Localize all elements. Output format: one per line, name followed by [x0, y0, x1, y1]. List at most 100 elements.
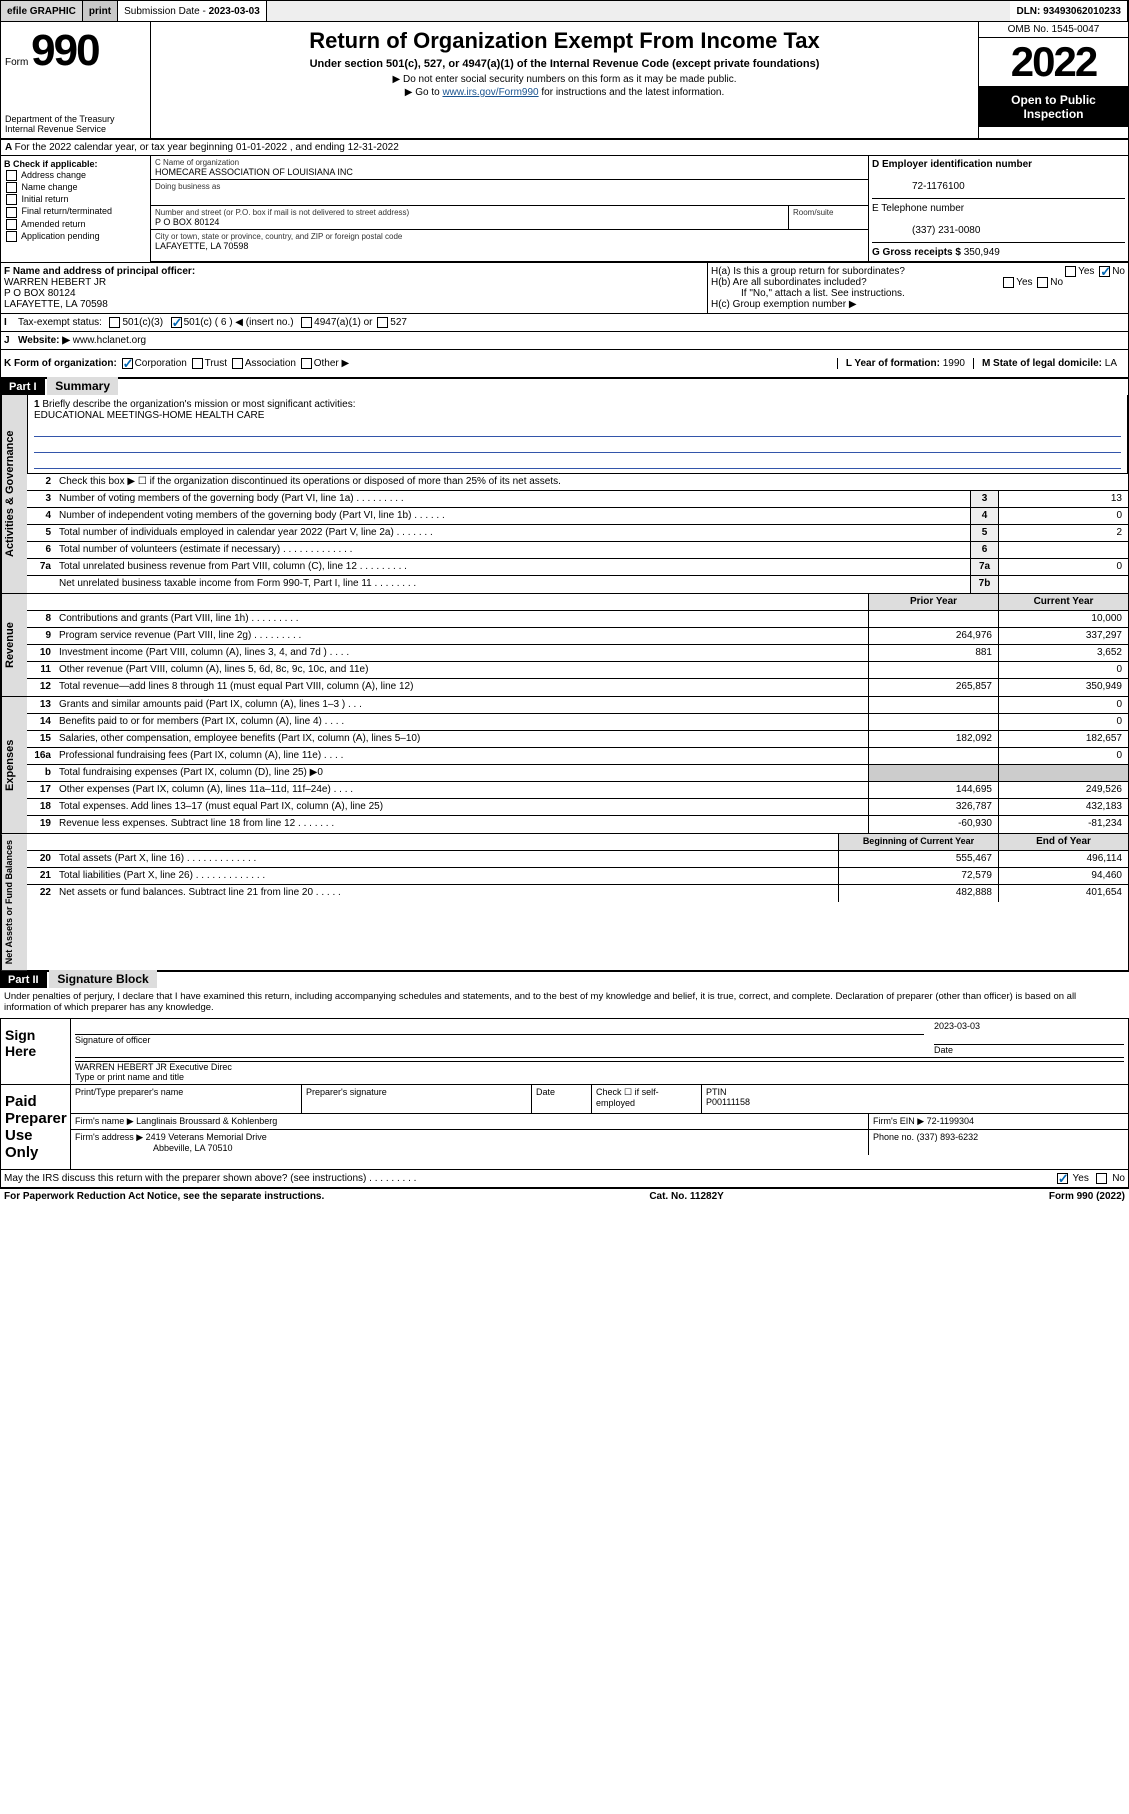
chk-name-change[interactable]: Name change: [4, 182, 147, 193]
signature-block: Sign Here Signature of officer 2023-03-0…: [0, 1018, 1129, 1170]
hb-text: H(b) Are all subordinates included?: [711, 277, 867, 288]
table-row: 10Investment income (Part VIII, column (…: [27, 645, 1128, 662]
form-title: Return of Organization Exempt From Incom…: [161, 28, 968, 54]
chk-final-return[interactable]: Final return/terminated: [4, 206, 147, 217]
ein-value: 72-1176100: [872, 181, 965, 192]
ha-yes[interactable]: Yes: [1078, 266, 1094, 277]
opt-corp: Corporation: [135, 358, 187, 369]
table-row: 12Total revenue—add lines 8 through 11 (…: [27, 679, 1128, 696]
gross-label: G Gross receipts $: [872, 247, 961, 258]
hb-note: If "No," attach a list. See instructions…: [711, 288, 1125, 299]
dln-number: DLN: 93493062010233: [1010, 1, 1128, 21]
org-name: HOMECARE ASSOCIATION OF LOUISIANA INC: [155, 167, 864, 177]
table-row: 8Contributions and grants (Part VIII, li…: [27, 611, 1128, 628]
chk-amended[interactable]: Amended return: [4, 219, 147, 230]
sig-date-label: Date: [934, 1045, 953, 1055]
table-row: 11Other revenue (Part VIII, column (A), …: [27, 662, 1128, 679]
box-cde: C Name of organization HOMECARE ASSOCIAT…: [151, 156, 1128, 262]
opt-501c3: 501(c)(3): [122, 317, 163, 328]
addr-label: Number and street (or P.O. box if mail i…: [155, 208, 784, 217]
hb-no[interactable]: No: [1050, 277, 1063, 288]
opt-527: 527: [390, 317, 407, 328]
ha-no[interactable]: No: [1112, 266, 1125, 277]
firm-phone-label: Phone no.: [873, 1132, 914, 1142]
efile-button[interactable]: efile GRAPHIC: [1, 1, 83, 21]
sidebar-governance: Activities & Governance: [1, 395, 27, 593]
identity-grid: B Check if applicable: Address change Na…: [0, 156, 1129, 263]
check-self[interactable]: Check ☐ if self-employed: [596, 1087, 659, 1108]
footer-mid: Cat. No. 11282Y: [649, 1191, 723, 1202]
row-f-h: F Name and address of principal officer:…: [0, 263, 1129, 314]
firm-name-label: Firm's name ▶: [75, 1116, 134, 1126]
room-label: Room/suite: [793, 208, 864, 217]
firm-addr-label: Firm's address ▶: [75, 1132, 143, 1142]
chk-other[interactable]: [301, 358, 312, 369]
form-number: 990: [31, 26, 98, 75]
ptin-value: P00111158: [706, 1097, 750, 1107]
footer-right: Form 990 (2022): [1049, 1191, 1125, 1202]
hc-text: H(c) Group exemption number ▶: [711, 299, 1125, 310]
submission-value: 2023-03-03: [209, 6, 260, 17]
officer-addr2: LAFAYETTE, LA 70598: [4, 299, 108, 310]
form-word: Form: [5, 57, 28, 68]
chk-address-change[interactable]: Address change: [4, 170, 147, 181]
chk-trust[interactable]: [192, 358, 203, 369]
line-2: Check this box ▶ ☐ if the organization d…: [55, 474, 1128, 490]
prep-name-label: Print/Type preparer's name: [75, 1087, 183, 1097]
hb-yes[interactable]: Yes: [1016, 277, 1032, 288]
row-i: I Tax-exempt status: 501(c)(3) 501(c) ( …: [0, 314, 1129, 332]
firm-name: Langlinais Broussard & Kohlenberg: [136, 1116, 277, 1126]
print-button[interactable]: print: [83, 1, 118, 21]
chk-corp[interactable]: [122, 358, 133, 369]
part-1: Part I Summary Activities & Governance 1…: [0, 379, 1129, 972]
website-label: Website: ▶: [18, 335, 70, 346]
chk-assoc[interactable]: [232, 358, 243, 369]
table-row: Net unrelated business taxable income fr…: [27, 576, 1128, 593]
chk-application[interactable]: Application pending: [4, 231, 147, 242]
department-label: Department of the Treasury Internal Reve…: [5, 114, 146, 134]
table-row: 20Total assets (Part X, line 16) . . . .…: [27, 851, 1128, 868]
irs-link[interactable]: www.irs.gov/Form990: [442, 87, 538, 98]
chk-501c[interactable]: [171, 317, 182, 328]
ptin-label: PTIN: [706, 1087, 727, 1097]
form-title-block: Return of Organization Exempt From Incom…: [151, 22, 978, 138]
opt-other: Other ▶: [314, 358, 349, 369]
form-note-1: ▶ Do not enter social security numbers o…: [161, 74, 968, 85]
part-2: Part II Signature Block Under penalties …: [0, 972, 1129, 1188]
ein-label: D Employer identification number: [872, 159, 1032, 170]
table-row: 22Net assets or fund balances. Subtract …: [27, 885, 1128, 902]
box-h: H(a) Is this a group return for subordin…: [708, 263, 1128, 313]
prep-sig-label: Preparer's signature: [306, 1087, 387, 1097]
sign-here-label: Sign Here: [1, 1019, 71, 1084]
table-row: 6Total number of volunteers (estimate if…: [27, 542, 1128, 559]
table-row: 21Total liabilities (Part X, line 26) . …: [27, 868, 1128, 885]
form-year-block: OMB No. 1545-0047 2022 Open to Public In…: [978, 22, 1128, 138]
addr-value: P O BOX 80124: [155, 217, 784, 227]
part1-title: Summary: [47, 377, 118, 395]
firm-ein-label: Firm's EIN ▶: [873, 1116, 924, 1126]
phone-label: E Telephone number: [872, 203, 964, 214]
form-org-label: K Form of organization:: [4, 358, 117, 369]
box-f: F Name and address of principal officer:…: [1, 263, 708, 313]
table-row: 7aTotal unrelated business revenue from …: [27, 559, 1128, 576]
discuss-no-chk[interactable]: [1096, 1173, 1107, 1184]
domicile-label: M State of legal domicile:: [982, 358, 1102, 369]
sig-name: WARREN HEBERT JR Executive Direc: [75, 1062, 232, 1072]
chk-initial-return[interactable]: Initial return: [4, 194, 147, 205]
firm-addr1: 2419 Veterans Memorial Drive: [146, 1132, 267, 1142]
table-row: 15Salaries, other compensation, employee…: [27, 731, 1128, 748]
part1-badge: Part I: [1, 379, 45, 395]
firm-ein: 72-1199304: [927, 1116, 974, 1126]
discuss-text: May the IRS discuss this return with the…: [4, 1173, 416, 1184]
sidebar-netassets: Net Assets or Fund Balances: [1, 834, 27, 970]
open-public-badge: Open to Public Inspection: [979, 87, 1128, 127]
opt-trust: Trust: [205, 358, 227, 369]
page-footer: For Paperwork Reduction Act Notice, see …: [0, 1188, 1129, 1204]
chk-4947[interactable]: [301, 317, 312, 328]
chk-527[interactable]: [377, 317, 388, 328]
chk-501c3[interactable]: [109, 317, 120, 328]
top-toolbar: efile GRAPHIC print Submission Date - 20…: [0, 0, 1129, 22]
sidebar-expenses: Expenses: [1, 697, 27, 833]
website-value: www.hclanet.org: [73, 335, 146, 346]
discuss-yes-chk[interactable]: [1057, 1173, 1068, 1184]
